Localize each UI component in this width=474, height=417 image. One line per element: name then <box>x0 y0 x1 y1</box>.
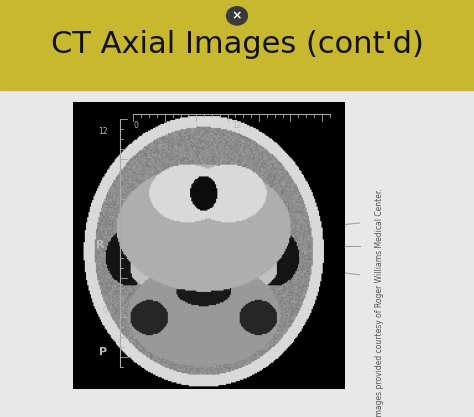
Text: 12: 12 <box>99 127 108 136</box>
Text: CT Images provided courtesy of Roger Williams Medical Center.: CT Images provided courtesy of Roger Wil… <box>375 188 383 417</box>
Circle shape <box>227 7 247 25</box>
Text: ×: × <box>232 9 242 23</box>
Text: 0: 0 <box>102 306 107 315</box>
Text: R: R <box>97 240 105 250</box>
Text: CT Axial Images (cont'd): CT Axial Images (cont'd) <box>51 30 423 59</box>
Text: 12: 12 <box>233 121 242 130</box>
Bar <box>0 0 474 90</box>
Text: 0: 0 <box>134 121 138 130</box>
Text: P: P <box>100 347 108 357</box>
